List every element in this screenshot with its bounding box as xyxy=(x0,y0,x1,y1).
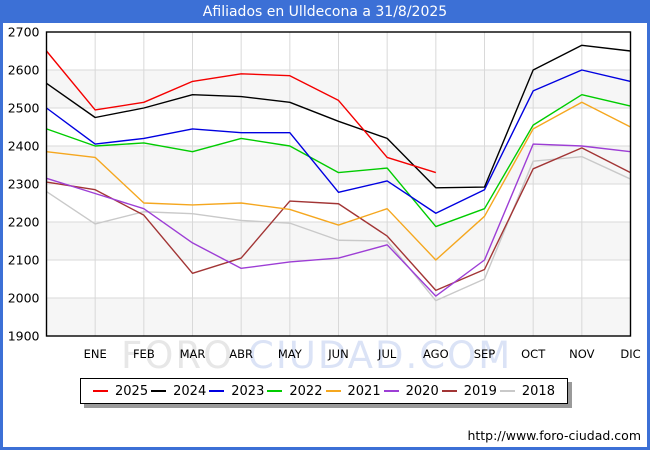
title-bar: Afiliados en Ulldecona a 31/8/2025 xyxy=(3,3,647,23)
legend-dash-2021 xyxy=(325,390,341,392)
x-label-JUN: JUN xyxy=(327,347,348,361)
series-line-2022 xyxy=(46,93,631,228)
watermark: FORO CIUDAD.COM xyxy=(121,334,512,377)
series-line-2023 xyxy=(46,69,631,214)
legend-dash-2022 xyxy=(267,390,283,392)
legend-item-2021: 2021 xyxy=(325,383,381,399)
y-tick-2000: 2000 xyxy=(8,291,40,306)
legend-dash-2020 xyxy=(383,390,399,392)
watermark-foro: FORO xyxy=(121,334,235,377)
legend-item-2020: 2020 xyxy=(383,383,439,399)
legend-dash-2023 xyxy=(209,390,225,392)
watermark-ciudad: CIUDAD.COM xyxy=(248,334,513,377)
legend-label-2023: 2023 xyxy=(231,383,265,399)
series-line-2018 xyxy=(46,155,631,302)
footer-url[interactable]: http://www.foro-ciudad.com xyxy=(467,428,641,443)
plot-frame xyxy=(45,31,632,337)
legend-label-2022: 2022 xyxy=(289,383,323,399)
y-tick-2700: 2700 xyxy=(8,25,40,40)
legend-label-2025: 2025 xyxy=(115,383,149,399)
series-line-2019 xyxy=(46,147,631,292)
x-label-OCT: OCT xyxy=(521,347,546,361)
series-line-2024 xyxy=(46,44,631,189)
legend-item-2019: 2019 xyxy=(441,383,497,399)
x-label-DIC: DIC xyxy=(620,347,640,361)
legend-dash-2018 xyxy=(499,390,515,392)
legend-dash-2025 xyxy=(93,390,108,392)
x-label-MAY: MAY xyxy=(278,347,303,361)
series-line-2021 xyxy=(46,101,631,261)
legend-box: 2025 2024 2023 2022 2021 2020 2019 2018 xyxy=(80,378,568,404)
x-label-ABR: ABR xyxy=(229,347,253,361)
x-label-AGO: AGO xyxy=(423,347,449,361)
legend-dash-2024 xyxy=(151,390,167,392)
series-line-2025 xyxy=(45,50,437,174)
y-tick-2400: 2400 xyxy=(8,139,40,154)
x-label-JUL: JUL xyxy=(377,347,397,361)
legend-label-2021: 2021 xyxy=(347,383,381,399)
y-tick-2500: 2500 xyxy=(8,101,40,116)
x-label-ENE: ENE xyxy=(84,347,107,361)
x-label-NOV: NOV xyxy=(569,347,594,361)
legend-label-2018: 2018 xyxy=(521,383,555,399)
x-label-MAR: MAR xyxy=(180,347,206,361)
chart-svg: 2700 2600 2500 2400 2300 2200 2100 2000 1900 ENE F… xyxy=(8,25,641,362)
y-tick-2200: 2200 xyxy=(8,215,40,230)
y-tick-2100: 2100 xyxy=(8,253,40,268)
legend-item-2024: 2024 xyxy=(151,385,206,398)
x-label-SEP: SEP xyxy=(474,347,496,361)
x-label-FEB: FEB xyxy=(133,347,155,361)
legend-dash-2019 xyxy=(441,390,457,392)
legend-label-2024: 2024 xyxy=(173,383,207,399)
legend-item-2025: 2025 xyxy=(93,385,148,398)
legend-item-2018: 2018 xyxy=(499,383,555,399)
series-line-2020 xyxy=(46,143,631,297)
chart-title: Afiliados en Ulldecona a 31/8/2025 xyxy=(202,3,448,20)
legend-item-2022: 2022 xyxy=(267,385,322,398)
legend-label-2020: 2020 xyxy=(405,383,439,399)
y-tick-2300: 2300 xyxy=(8,177,40,192)
y-tick-1900: 1900 xyxy=(8,329,40,344)
legend-item-2023: 2023 xyxy=(209,385,264,398)
legend-label-2019: 2019 xyxy=(463,383,497,399)
y-tick-2600: 2600 xyxy=(8,63,40,78)
